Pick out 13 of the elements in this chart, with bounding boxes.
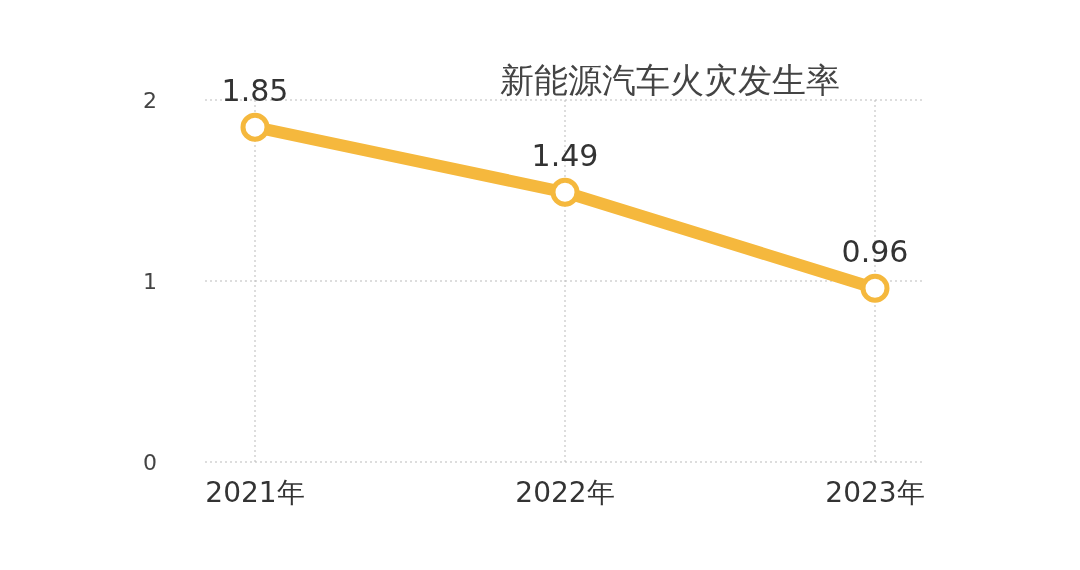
- point: [550, 177, 580, 207]
- x-tick-label: 2023年: [825, 476, 925, 509]
- y-tick-label: 0: [143, 450, 157, 475]
- chart-title: 新能源汽车火灾发生率: [500, 60, 840, 100]
- x-tick-label: 2022年: [515, 476, 615, 509]
- y-tick-label: 1: [143, 269, 157, 294]
- y-tick-label: 2: [143, 88, 157, 113]
- x-tick-label: 2021年: [205, 476, 305, 509]
- point: [240, 112, 270, 142]
- data-label: 1.49: [531, 138, 599, 174]
- point: [860, 273, 890, 303]
- data-label: 0.96: [841, 234, 909, 270]
- data-label: 1.85: [221, 73, 289, 109]
